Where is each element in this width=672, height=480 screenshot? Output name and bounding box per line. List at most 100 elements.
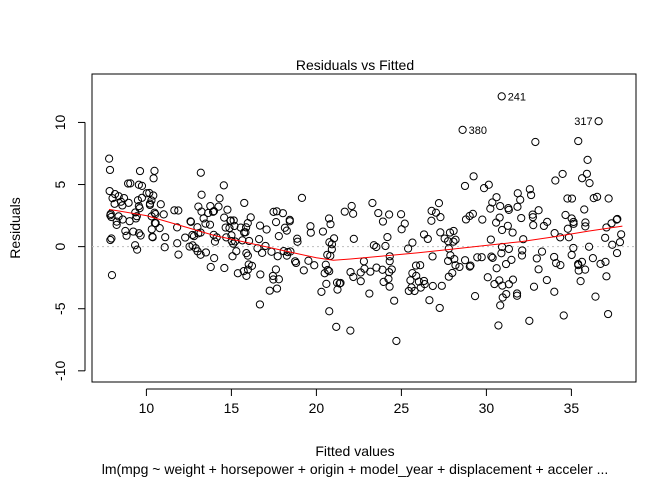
residual-point [451, 261, 460, 270]
x-axis-label: Fitted values [315, 443, 394, 459]
residual-point [268, 271, 278, 281]
residual-point [107, 271, 117, 280]
residual-point [492, 193, 501, 202]
residual-point [419, 276, 429, 286]
y-axis: -10 -5 0 5 10 [52, 114, 86, 381]
residual-point [563, 194, 572, 203]
residual-point [381, 241, 390, 251]
residual-point [423, 234, 432, 244]
residual-point [490, 279, 499, 289]
residual-point [551, 176, 560, 185]
residual-point [519, 235, 528, 244]
residual-point [271, 218, 281, 227]
residual-point [448, 268, 457, 278]
residual-point [188, 230, 197, 240]
residual-point [512, 289, 522, 298]
residual-point [408, 238, 417, 247]
residual-point [504, 280, 513, 289]
residual-point [134, 229, 144, 238]
residual-point [374, 208, 383, 218]
residual-point [537, 247, 547, 256]
x-tick-label: 25 [394, 400, 410, 416]
residual-point [372, 242, 381, 252]
residual-point [186, 217, 196, 226]
outlier-point [497, 92, 506, 101]
residual-point [318, 227, 328, 236]
x-tick-label: 15 [224, 400, 240, 416]
smooth-line [108, 208, 623, 261]
residual-point [188, 241, 197, 250]
residual-point [122, 231, 131, 240]
residual-point [486, 235, 495, 244]
residual-point [272, 207, 281, 216]
residual-point [528, 213, 538, 222]
residual-point [255, 221, 265, 230]
residual-point [473, 253, 482, 262]
residual-point [525, 316, 534, 325]
residual-point [112, 217, 121, 226]
residual-point [112, 220, 121, 230]
residual-point [230, 237, 240, 246]
residual-point [602, 272, 611, 281]
residual-point [346, 267, 355, 277]
residual-point [486, 204, 495, 213]
residual-point [108, 194, 117, 203]
residual-point [387, 265, 396, 274]
residual-point [340, 207, 349, 216]
residual-point [465, 262, 474, 271]
residual-point [529, 221, 538, 230]
residual-point [487, 252, 496, 261]
residual-point [285, 217, 294, 226]
residual-point [274, 232, 283, 241]
residual-point [392, 336, 401, 346]
residual-point [532, 254, 541, 263]
residual-point [378, 217, 388, 226]
outlier-point [458, 125, 467, 134]
residual-point [528, 210, 537, 219]
residual-point [240, 198, 249, 208]
residual-point [440, 234, 449, 243]
residual-point [504, 205, 513, 215]
residual-point [242, 271, 251, 281]
residual-point [243, 251, 252, 260]
residual-point [539, 221, 548, 231]
residual-point [297, 193, 307, 203]
residual-point [131, 214, 141, 223]
residual-point [242, 223, 251, 232]
y-tick-label: 10 [52, 114, 68, 130]
residual-point [325, 307, 334, 316]
residual-point [137, 193, 147, 202]
residual-point [359, 257, 368, 266]
residual-point [278, 209, 287, 218]
residual-point [461, 215, 471, 224]
x-axis: 10 15 20 25 30 35 [139, 388, 579, 416]
residual-point [531, 137, 540, 147]
residual-point [189, 232, 199, 241]
residual-point [408, 269, 417, 278]
residual-point [385, 210, 394, 219]
residual-point [126, 179, 135, 188]
residual-point [601, 233, 610, 242]
residual-point [496, 301, 505, 310]
residual-point [210, 254, 219, 263]
residual-point [508, 228, 517, 237]
residual-point [588, 254, 597, 263]
residual-point [542, 275, 551, 285]
residual-point [243, 265, 253, 274]
residual-point [246, 213, 255, 222]
residual-point [602, 223, 611, 232]
residual-point [265, 286, 274, 295]
residual-point [569, 243, 578, 253]
residual-point [567, 250, 576, 260]
residual-point [494, 321, 503, 330]
x-tick-label: 30 [479, 400, 495, 416]
residual-point [325, 267, 334, 276]
residual-point [369, 241, 378, 250]
residual-point [254, 235, 264, 244]
residual-point [379, 277, 388, 287]
residual-point [427, 216, 436, 225]
residual-point [196, 168, 205, 177]
residual-point [280, 223, 289, 232]
residual-point [601, 257, 610, 266]
residual-point [556, 233, 565, 242]
